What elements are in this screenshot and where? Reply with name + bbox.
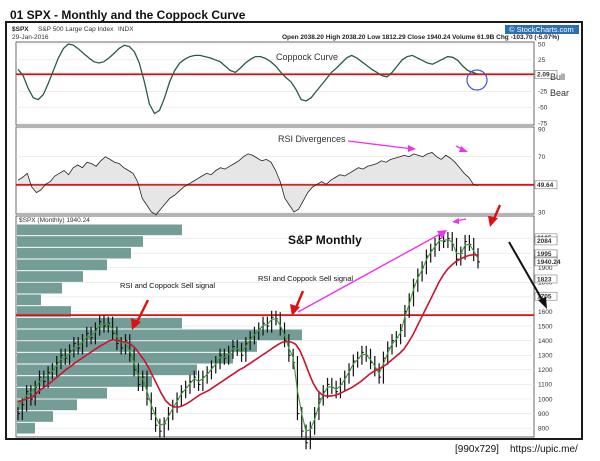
sell-arrowhead-3 [488,216,498,227]
sell-arrowhead-1 [131,318,141,330]
last-value-box [534,274,558,284]
sell-signal-2: RSI and Coppock Sell signal [258,274,353,283]
y-tick-label: -25 [538,89,548,96]
last-value-label: 1705 [537,293,552,300]
quote-line: Open 2038.20 High 2038.20 Low 1812.29 Cl… [282,34,559,41]
volume-profile-bar [17,411,53,422]
footer-size: [990x729] [455,444,499,455]
coppock-label: Coppock Curve [276,52,338,62]
price-divergence-arrow [297,232,443,313]
sell-arrowhead-2 [290,304,300,316]
rsi-area [18,152,478,215]
last-value-label: 49.64 [537,182,554,189]
y-tick-label: 90 [538,126,546,133]
y-tick-label: 1300 [538,353,553,360]
forecast-arrow [508,241,545,304]
volume-profile-bar [17,399,77,411]
price-panel [15,215,535,438]
volume-profile-bar [17,376,152,387]
volume-profile-bar [17,306,71,317]
price-divergence-arrowhead [437,230,447,239]
y-tick-label: 800 [538,425,549,432]
last-value-box [534,180,558,190]
series-layer [16,43,534,450]
footer-url: https://upic.me/ [510,444,578,455]
symbol-exchange: INDX [118,26,134,33]
last-value-box [534,257,558,267]
sell-signal-1: RSI and Coppock Sell signal [120,281,215,290]
last-value-box [534,70,558,79]
y-tick-label: 900 [538,411,549,418]
volume-profile-bar [17,387,107,399]
y-tick-label: 1000 [538,396,553,403]
last-value-label: 1995 [537,251,552,258]
rsi-divergence-label: RSI Divergences [278,134,346,144]
short-ma-line [17,238,479,432]
y-tick-label: 25 [538,57,546,64]
volume-profile-bar [17,259,107,271]
y-tick-label: 1500 [538,323,553,330]
volume-profile-bar [17,247,131,259]
rsi-divergence-arrowhead [408,145,416,152]
volume-profile-bar [17,352,233,364]
symbol-name: S&P 500 Large Cap Index [38,26,114,33]
last-value-label: 2.09 [537,72,550,79]
watermark-box [505,25,579,34]
sell-arrow-1 [134,299,150,325]
chart-title: 01 SPX - Monthly and the Coppock Curve [10,8,246,22]
volume-profile-bar [17,294,41,306]
volume-profile-bar [17,271,83,282]
bear-label: Bear [550,88,569,98]
forecast-arrowhead [538,297,547,309]
symbol-label: $SPX [12,26,29,33]
last-value-label: 1940.24 [537,259,561,266]
y-tick-label: 1200 [538,367,553,374]
rsi-panel [15,126,535,215]
volume-profile-bar [17,236,143,247]
coppock-curve-line [17,43,479,115]
tick-layer: 50250-25-50-752.099070503049.64210020001… [534,41,561,432]
y-tick-label: -75 [538,120,548,127]
last-value-box [534,236,558,246]
volume-profile-bar [17,329,302,341]
price-divergence-arrowhead-2 [452,218,459,224]
y-tick-label: 1100 [538,382,552,389]
y-tick-label: 1400 [538,338,553,345]
volume-profile-bar [17,224,182,236]
watermark: © StockCharts.com [509,25,574,34]
volume-profile-bar [17,364,197,376]
y-tick-label: 1900 [538,265,553,272]
long-ma-line [17,253,479,408]
y-tick-label: 50 [538,41,546,48]
y-tick-label: 30 [538,209,546,216]
highlight-circle [466,69,488,91]
rsi-divergence-arrow [347,140,414,150]
rsi-divergence-arrowhead-2 [459,146,468,152]
y-tick-label: -50 [538,105,548,112]
volume-profile-bar [17,422,35,434]
rsi-line [17,152,479,216]
volume-profile-bar [17,341,257,352]
volume-profile-bar [17,282,62,294]
price-legend: $SPX (Monthly) 1940.24 [19,217,90,224]
coppock-panel [15,41,535,126]
last-value-label: 1823 [537,276,552,283]
y-tick-label: 1600 [538,309,553,316]
quote-date: 29-Jan-2016 [12,34,49,41]
last-value-label: 2084 [537,238,552,245]
volume-profile-layer [17,224,302,434]
sp-monthly-label: S&P Monthly [288,233,362,247]
y-tick-label: 70 [538,154,546,161]
bull-label: Bull [550,72,565,82]
